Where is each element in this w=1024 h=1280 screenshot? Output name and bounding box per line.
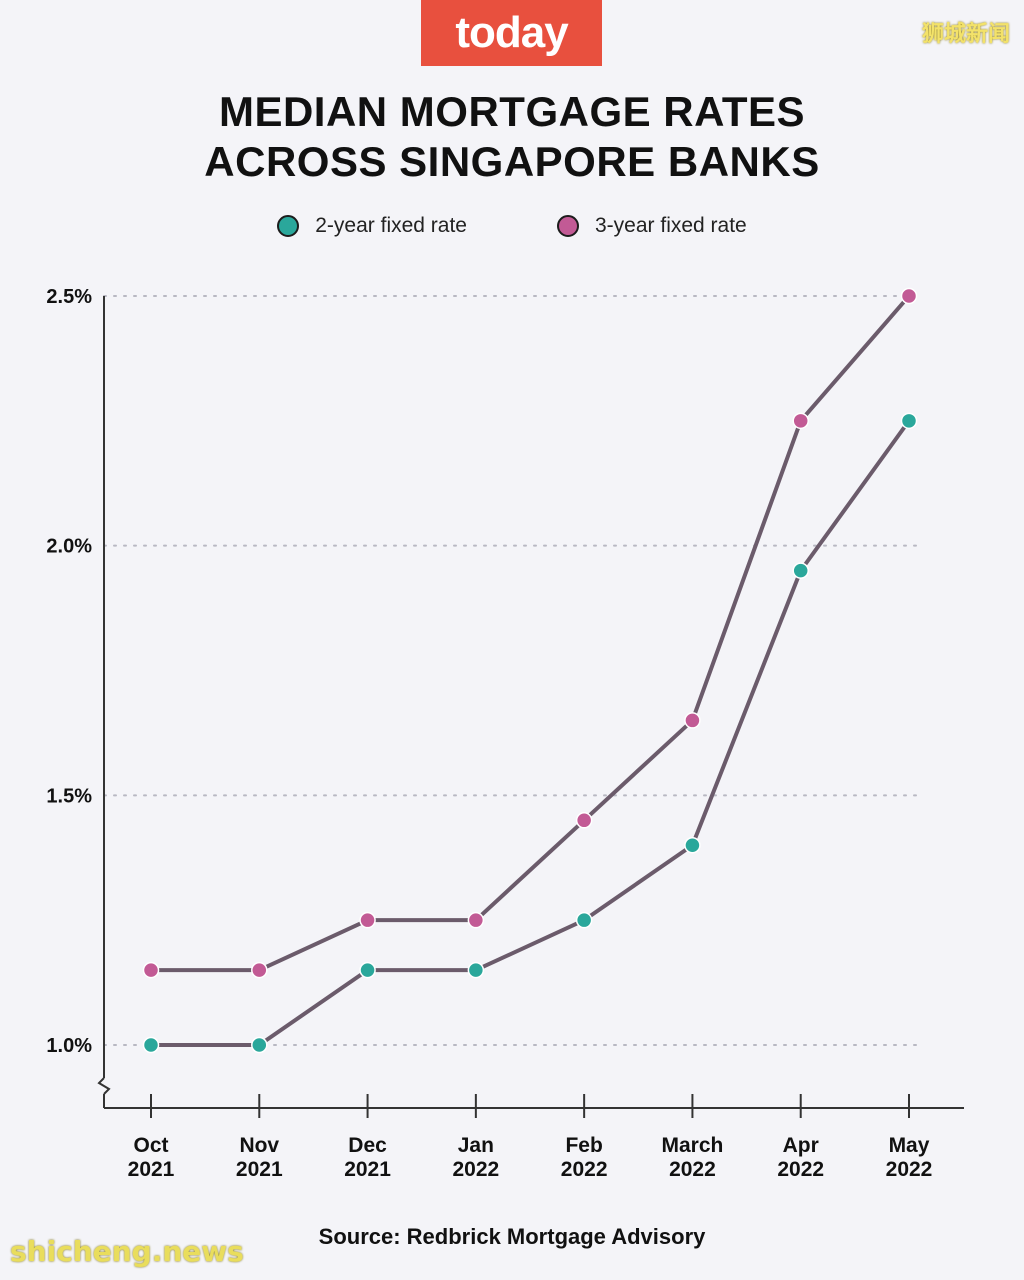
legend-marker-3-year [557,215,579,237]
source-note: Source: Redbrick Mortgage Advisory [318,1224,706,1249]
x-tick-label: Apr 2022 [777,1134,824,1181]
x-tick-label: Nov 2021 [236,1134,283,1181]
y-tick-label: 1.0% [46,1035,92,1057]
data-point-2-year [359,961,376,979]
legend-item-3-year: 3-year fixed rate [557,214,747,238]
data-point-2-year [575,911,593,929]
x-tick-label: Jan 2022 [452,1134,499,1181]
data-point-2-year [142,1036,160,1054]
x-tick-label: May 2022 [886,1134,933,1181]
data-point-3-year [467,911,485,929]
data-point-3-year [792,412,809,430]
x-tick-label: Feb 2022 [561,1134,608,1181]
data-point-3-year [359,911,376,929]
data-point-3-year [251,961,268,979]
legend-marker-2-year [277,215,300,237]
data-point-3-year [684,712,701,729]
watermark-bottom-left: shicheng.news [10,1235,244,1268]
watermark-top-right: 狮城新闻 [921,22,1010,47]
legend-item-2-year: 2-year fixed rate [277,214,467,238]
data-point-3-year [575,812,593,829]
series-line-3-year [151,294,911,973]
x-tick-label: March 2022 [661,1134,723,1181]
axis-break-mark [97,1077,111,1095]
brand-logo: today [421,0,602,66]
x-tick-label: Dec 2021 [344,1134,391,1181]
y-tick-label: 2.5% [46,286,92,308]
legend: 2-year fixed rate 3-year fixed rate [0,214,1024,238]
chart-title-line-2: ACROSS SINGAPORE BANKS [204,138,820,185]
y-tick-label: 2.0% [46,536,92,558]
x-tick-label: Oct 2021 [128,1134,175,1181]
data-point-2-year [792,562,809,579]
y-tick-label: 1.5% [46,785,92,807]
legend-label-2-year: 2-year fixed rate [315,214,467,237]
data-point-2-year [684,837,701,854]
data-point-2-year [900,412,918,430]
legend-label-3-year: 3-year fixed rate [595,214,747,237]
data-point-3-year [142,961,160,979]
data-point-2-year [251,1036,268,1054]
data-point-3-year [900,287,918,305]
data-point-2-year [467,961,485,979]
chart-title-line-1: MEDIAN MORTGAGE RATES [218,88,806,135]
series-line-2-year [151,419,911,1047]
